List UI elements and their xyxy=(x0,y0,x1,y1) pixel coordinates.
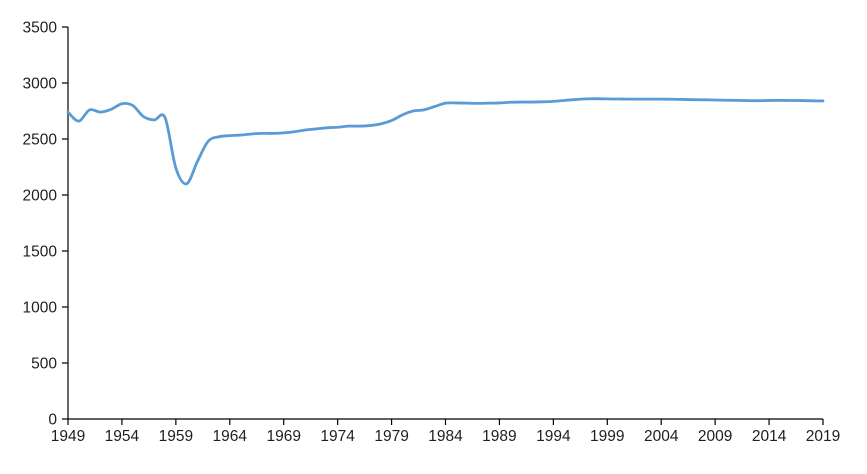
x-tick-label: 2004 xyxy=(644,428,679,445)
x-tick-label: 1969 xyxy=(266,428,300,445)
x-tick-label: 1954 xyxy=(105,428,140,445)
x-tick-label: 1984 xyxy=(428,428,463,445)
x-tick-label: 1974 xyxy=(320,428,355,445)
x-tick-label: 1999 xyxy=(590,428,624,445)
x-tick-label: 2009 xyxy=(698,428,732,445)
x-tick-label: 1994 xyxy=(536,428,571,445)
y-tick-label: 3000 xyxy=(23,76,58,93)
y-tick-label: 2500 xyxy=(23,132,58,149)
x-tick-label: 1964 xyxy=(213,428,248,445)
x-tick-label: 2014 xyxy=(752,428,787,445)
y-tick-label: 0 xyxy=(48,412,57,429)
x-tick-label: 1989 xyxy=(482,428,516,445)
y-tick-label: 1000 xyxy=(23,300,58,317)
y-axis: 0 500 1000 1500 2000 2500 3000 3500 xyxy=(23,20,69,429)
y-tick-label: 500 xyxy=(31,356,57,373)
x-tick-label: 1979 xyxy=(374,428,408,445)
x-axis: 1949 1954 1959 1964 1969 1974 1979 1984 1989 1994… xyxy=(51,418,840,445)
y-tick-label: 2000 xyxy=(23,188,58,205)
y-tick-label: 3500 xyxy=(23,20,58,37)
y-tick-label: 1500 xyxy=(23,244,58,261)
x-tick-label: 1959 xyxy=(159,428,193,445)
series-line xyxy=(66,97,825,186)
x-tick-label: 2019 xyxy=(806,428,840,445)
x-tick-label: 1949 xyxy=(51,428,85,445)
